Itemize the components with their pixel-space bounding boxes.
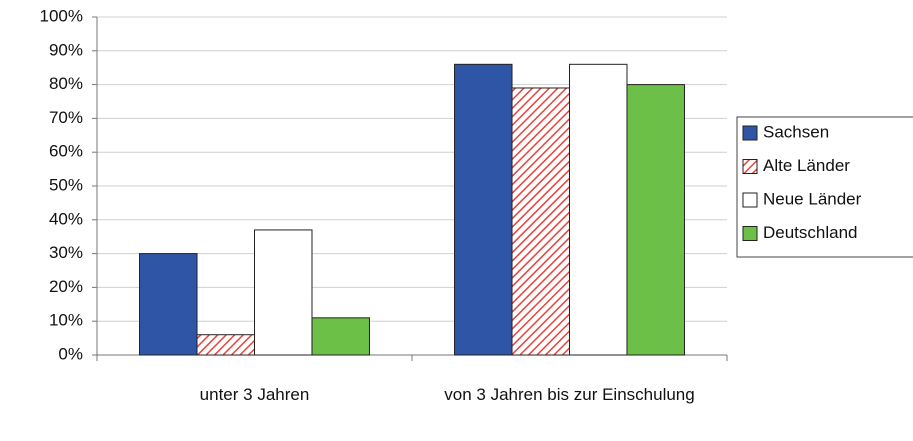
bar <box>311 317 370 356</box>
y-tick-label: 100% <box>40 6 83 25</box>
x-tick-label: unter 3 Jahren <box>199 385 310 404</box>
legend-swatch <box>742 159 758 174</box>
bar <box>511 87 571 356</box>
legend-box <box>736 116 913 258</box>
y-tick-label: 60% <box>49 142 83 161</box>
bar <box>454 63 513 356</box>
bar <box>196 334 255 356</box>
legend-swatch <box>742 192 758 208</box>
y-tick-label: 10% <box>49 311 83 330</box>
y-tick-label: 90% <box>49 40 83 59</box>
bar <box>254 229 313 356</box>
legend-label: Alte Länder <box>763 156 850 175</box>
y-tick-label: 0% <box>58 344 83 363</box>
bar <box>626 84 685 356</box>
legend-swatch <box>742 125 758 141</box>
legend-label: Neue Länder <box>763 189 862 208</box>
legend-label: Deutschland <box>763 223 858 242</box>
y-tick-label: 40% <box>49 209 83 228</box>
legend-swatch <box>742 226 758 241</box>
y-tick-label: 30% <box>49 243 83 262</box>
y-tick-label: 20% <box>49 277 83 296</box>
y-tick-label: 80% <box>49 74 83 93</box>
y-tick-label: 70% <box>49 108 83 127</box>
x-tick-label: von 3 Jahren bis zur Einschulung <box>444 385 695 404</box>
bar <box>139 253 198 356</box>
y-tick-label: 50% <box>49 175 83 194</box>
bar <box>569 63 628 356</box>
legend-label: Sachsen <box>763 122 829 141</box>
